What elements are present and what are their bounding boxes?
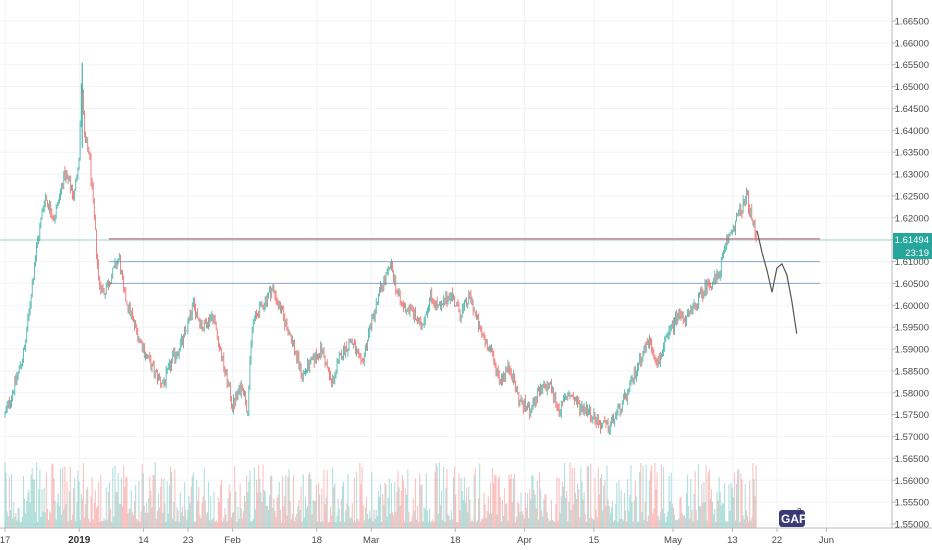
x-tick-label: 18	[450, 535, 461, 546]
y-tick-label: 1.61000	[895, 257, 929, 268]
last-price-tag	[893, 233, 932, 246]
projection-line	[756, 230, 798, 334]
x-tick-label: Mar	[363, 535, 379, 546]
y-tick-label: 1.62000	[895, 213, 929, 224]
last-price-label: 1.61494	[895, 235, 929, 246]
x-tick-label: Apr	[517, 535, 532, 546]
x-tick-label: 23	[183, 535, 194, 546]
y-tick-label: 1.60500	[895, 279, 929, 290]
y-tick-label: 1.58000	[895, 388, 929, 399]
y-tick-label: 1.55500	[895, 498, 929, 509]
x-tick-label: Jun	[819, 535, 834, 546]
y-tick-label: 1.64000	[895, 126, 929, 137]
candlesticks	[4, 62, 757, 435]
countdown-tag	[893, 246, 932, 259]
x-tick-label: Feb	[224, 535, 240, 546]
x-tick-label: May	[664, 535, 682, 546]
x-tick-label: 18	[311, 535, 322, 546]
y-tick-label: 1.63500	[895, 148, 929, 159]
y-tick-label: 1.65000	[895, 82, 929, 93]
x-tick-label: 17	[0, 535, 10, 546]
y-tick-label: 1.63000	[895, 170, 929, 181]
y-tick-label: 1.57500	[895, 410, 929, 421]
y-tick-label: 1.64500	[895, 104, 929, 115]
y-tick-label: 1.65500	[895, 60, 929, 71]
logo-superscript: 3	[797, 507, 802, 516]
y-tick-label: 1.66000	[895, 38, 929, 49]
y-tick-label: 1.56500	[895, 454, 929, 465]
x-tick-label: 22	[772, 535, 783, 546]
y-tick-label: 1.58500	[895, 366, 929, 377]
volume-bars	[4, 462, 757, 528]
gap-logo[interactable]: GAP 3	[779, 507, 807, 527]
y-tick-label: 1.57000	[895, 432, 929, 443]
x-tick-label: 2019	[68, 535, 91, 546]
y-tick-label: 1.60000	[895, 301, 929, 312]
x-tick-label: 14	[138, 535, 149, 546]
projection-path	[756, 230, 798, 334]
grid	[0, 0, 892, 528]
y-tick-label: 1.55000	[895, 520, 929, 531]
time-axis[interactable]: 17 2019 14 23 Feb 18 Mar 18 Apr 15 May 13 22 Jun	[0, 528, 834, 546]
y-tick-label: 1.56000	[895, 476, 929, 487]
countdown-label: 23:19	[905, 248, 929, 259]
price-axis[interactable]: 1.66500 1.66000 1.65500 1.65000 1.64500 1.640…	[892, 17, 929, 531]
horizontal-levels[interactable]	[0, 238, 892, 284]
x-tick-label: 15	[589, 535, 600, 546]
price-tags: 1.61494 23:19	[893, 233, 932, 259]
y-tick-label: 1.59000	[895, 345, 929, 356]
y-tick-label: 1.66500	[895, 17, 929, 28]
y-tick-label: 1.59500	[895, 323, 929, 334]
logo-text: GAP	[781, 512, 807, 526]
x-tick-label: 13	[727, 535, 738, 546]
logo-badge	[779, 510, 805, 527]
y-tick-label: 1.62500	[895, 191, 929, 202]
